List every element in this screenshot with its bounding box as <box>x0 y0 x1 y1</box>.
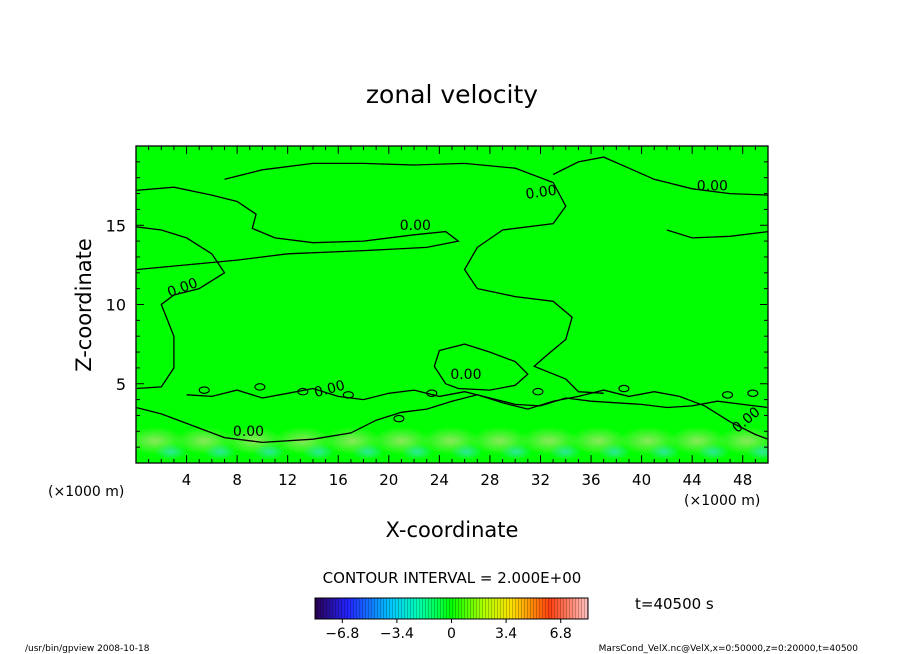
x-tick-label-10: 44 <box>683 471 702 489</box>
x-tick-label-9: 40 <box>632 471 651 489</box>
contour-lines <box>136 156 768 444</box>
colorbar-tick-label-1: −3.4 <box>380 626 414 642</box>
contour-loop-7 <box>722 391 734 399</box>
x-unit-right: (×1000 m) <box>684 493 760 509</box>
contour-label-2: 0.00 <box>450 367 481 383</box>
colorbar-stripes <box>315 598 588 619</box>
contour-top-left <box>136 226 226 390</box>
footer-left: /usr/bin/gpview 2008-10-18 <box>25 644 150 654</box>
contour-loop-1 <box>254 383 266 391</box>
chart-title: zonal velocity <box>366 80 538 109</box>
contour-upper <box>136 186 460 271</box>
x-tick-label-2: 12 <box>278 471 297 489</box>
x-axis-label: X-coordinate <box>386 518 519 542</box>
x-tick-label-11: 48 <box>733 471 752 489</box>
contour-top-right <box>552 156 768 196</box>
x-unit-left: (×1000 m) <box>48 484 124 500</box>
colorbar-tick-label-3: 3.4 <box>495 626 517 642</box>
contour-label-3: 0.00 <box>233 424 264 440</box>
y-axis: 5 10 15 <box>106 161 768 448</box>
contour-blob <box>433 343 529 391</box>
contour-loop-3 <box>393 414 405 423</box>
footer-right: MarsCond_VelX.nc@VelX,x=0:50000,z=0:2000… <box>599 644 859 654</box>
x-tick-label-0: 4 <box>182 471 192 489</box>
plot-area: 0.000.000.000.000.000.00 0.000.00 <box>135 145 769 464</box>
contour-lower <box>136 389 768 444</box>
y-tick-label-0: 5 <box>116 375 126 394</box>
x-tick-label-1: 8 <box>232 471 242 489</box>
field-background <box>136 146 768 463</box>
contour-loop-5 <box>532 387 544 396</box>
contour-label-5: 0.00 <box>525 183 558 203</box>
y-tick-label-2: 15 <box>106 216 126 235</box>
contour-loop-6 <box>618 384 630 393</box>
x-tick-label-4: 20 <box>379 471 398 489</box>
contour-loop-8 <box>747 389 759 398</box>
time-label: t=40500 s <box>635 595 714 613</box>
contour-label-4: 0.00 <box>400 218 431 234</box>
x-tick-label-3: 16 <box>329 471 348 489</box>
contour-label-6: 0.00 <box>697 178 728 194</box>
contour-interval-text: CONTOUR INTERVAL = 2.000E+00 <box>323 569 582 587</box>
contour-top <box>224 162 604 394</box>
contour-mid-right <box>666 229 768 239</box>
x-axis: 4 8 12 16 20 24 28 32 36 40 44 48 <box>148 146 756 489</box>
contour-ripple-low <box>186 387 768 409</box>
colorbar: −6.8 −3.4 0 3.4 6.8 <box>314 597 589 642</box>
contour-label-1: 0.00 <box>312 378 346 402</box>
x-tick-label-5: 24 <box>430 471 449 489</box>
x-tick-label-8: 36 <box>581 471 600 489</box>
colorbar-tick-label-2: 0 <box>447 626 456 642</box>
contour-loop-2 <box>342 391 354 399</box>
contour-loop-9 <box>297 387 309 396</box>
x-tick-label-7: 32 <box>531 471 550 489</box>
contour-loop-4 <box>426 389 438 398</box>
x-tick-label-6: 28 <box>480 471 499 489</box>
y-axis-label: Z-coordinate <box>72 238 96 372</box>
y-tick-label-1: 10 <box>106 296 126 315</box>
shade-cool-12 <box>746 443 768 460</box>
colorbar-tick-label-0: −6.8 <box>325 626 359 642</box>
contour-loop-0 <box>198 386 210 394</box>
colorbar-tick-label-4: 6.8 <box>550 626 572 642</box>
velocity-shading <box>136 426 768 460</box>
colorbar-ticks: −6.8 −3.4 0 3.4 6.8 <box>325 619 572 642</box>
